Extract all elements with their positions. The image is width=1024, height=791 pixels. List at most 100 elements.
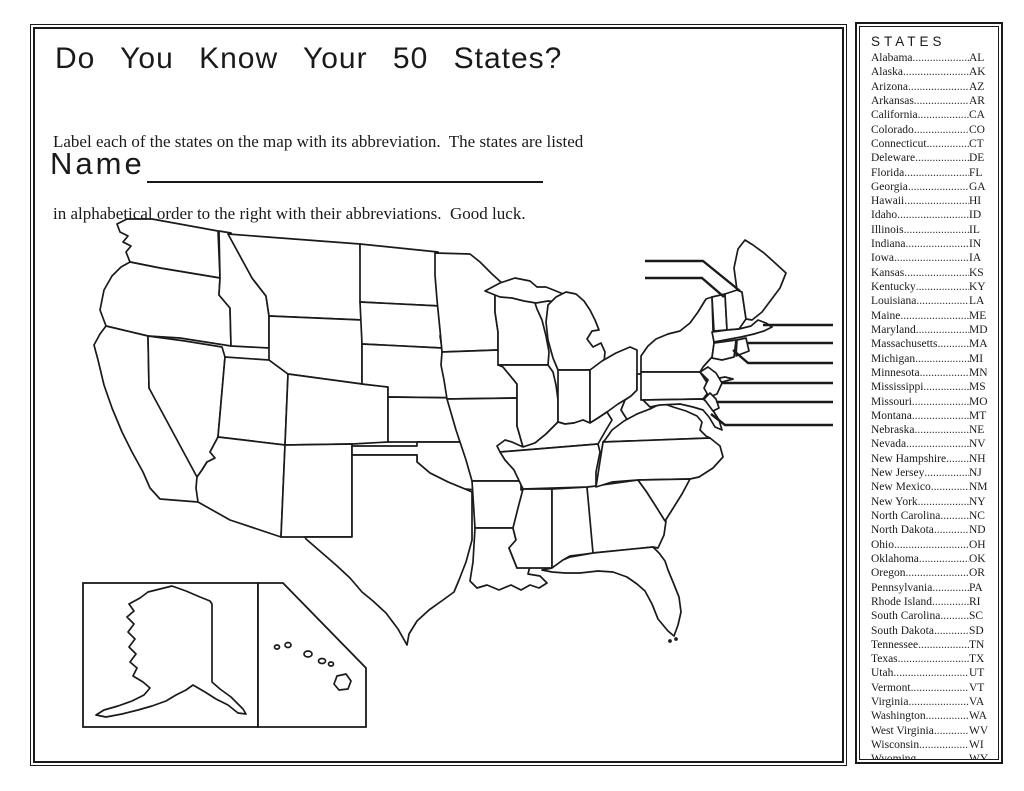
state-name: South Dakota bbox=[871, 624, 934, 637]
map-state-tx[interactable] bbox=[304, 454, 473, 646]
dotted-leader: ........................................ bbox=[893, 667, 969, 680]
state-abbreviation: KS bbox=[969, 266, 984, 279]
state-name: Georgia bbox=[871, 180, 908, 193]
map-state-nc[interactable] bbox=[595, 437, 724, 488]
inset-group bbox=[82, 582, 367, 728]
map-state-ri[interactable] bbox=[735, 337, 750, 357]
leader-line-vt[interactable] bbox=[645, 276, 725, 298]
map-state-va[interactable] bbox=[602, 402, 711, 443]
map-state-tn[interactable] bbox=[499, 443, 601, 490]
state-abbreviation: MA bbox=[969, 338, 988, 351]
state-name: Kansas bbox=[871, 266, 905, 279]
map-florida-key bbox=[668, 639, 672, 643]
state-row: North Dakota ...........................… bbox=[871, 524, 992, 538]
map-state-sd[interactable] bbox=[359, 301, 446, 349]
map-state-in[interactable] bbox=[557, 369, 591, 425]
map-state-nm[interactable] bbox=[280, 443, 353, 538]
map-state-ak[interactable] bbox=[95, 585, 247, 718]
state-row: Idaho ..................................… bbox=[871, 209, 992, 223]
dotted-leader: ........................................ bbox=[937, 338, 969, 351]
state-name: Texas bbox=[871, 653, 898, 666]
map-state-mi[interactable] bbox=[545, 291, 606, 371]
state-row: North Carolina .........................… bbox=[871, 510, 992, 524]
state-name: Wyoming bbox=[871, 753, 917, 760]
state-row: Massachusetts ..........................… bbox=[871, 338, 992, 352]
dotted-leader: ........................................ bbox=[933, 524, 969, 537]
name-label: Name bbox=[50, 146, 145, 181]
state-row: West Virginia ..........................… bbox=[871, 725, 992, 739]
map-state-az[interactable] bbox=[195, 436, 286, 538]
state-row: Missouri ...............................… bbox=[871, 396, 992, 410]
state-abbreviation: IA bbox=[969, 252, 982, 265]
state-name: California bbox=[871, 109, 918, 122]
state-name: Tennessee bbox=[871, 638, 919, 651]
map-state-sc[interactable] bbox=[637, 478, 691, 522]
dotted-leader: ........................................ bbox=[933, 624, 969, 637]
map-state-nd[interactable] bbox=[359, 243, 441, 307]
state-name: West Virginia bbox=[871, 724, 934, 737]
dotted-leader: ........................................ bbox=[905, 567, 970, 580]
name-input-line[interactable] bbox=[147, 181, 543, 183]
state-abbreviation: FL bbox=[969, 166, 983, 179]
map-state-hi[interactable] bbox=[273, 641, 352, 691]
dotted-leader: ........................................ bbox=[940, 510, 969, 522]
state-name: North Carolina bbox=[871, 510, 941, 522]
state-name: Utah bbox=[871, 667, 894, 680]
state-name: Idaho bbox=[871, 209, 898, 222]
state-row: Louisiana ..............................… bbox=[871, 295, 992, 309]
state-row: Kentucky ...............................… bbox=[871, 281, 992, 295]
state-row: South Dakota ...........................… bbox=[871, 625, 992, 639]
states-list-title: STATES bbox=[871, 34, 946, 49]
map-state-pa[interactable] bbox=[640, 371, 711, 401]
map-state-ut[interactable] bbox=[217, 356, 289, 446]
state-abbreviation: RI bbox=[969, 595, 981, 608]
state-row: Michigan ...............................… bbox=[871, 353, 992, 367]
map-state-mn[interactable] bbox=[434, 252, 504, 353]
dotted-leader: ........................................ bbox=[911, 395, 969, 408]
leader-line-nh[interactable] bbox=[645, 259, 741, 292]
map-state-ky[interactable] bbox=[496, 411, 613, 453]
dotted-leader: ........................................ bbox=[915, 281, 969, 293]
map-state-ny[interactable] bbox=[640, 296, 715, 373]
map-state-ct[interactable] bbox=[711, 339, 737, 361]
state-abbreviation: MN bbox=[969, 366, 988, 379]
leader-line-ct[interactable] bbox=[732, 349, 833, 365]
state-row: Florida ................................… bbox=[871, 167, 992, 181]
state-row: Maine ..................................… bbox=[871, 310, 992, 324]
map-state-fl[interactable] bbox=[541, 546, 682, 637]
dotted-leader: ........................................ bbox=[930, 481, 969, 494]
state-name: Deleware bbox=[871, 152, 916, 165]
states-group bbox=[93, 218, 787, 646]
dotted-leader: ........................................ bbox=[908, 696, 969, 709]
state-name: Nebraska bbox=[871, 424, 915, 437]
map-state-nj[interactable] bbox=[699, 366, 723, 398]
state-row: Colorado ...............................… bbox=[871, 124, 992, 138]
dotted-leader: ........................................ bbox=[916, 753, 969, 760]
instructions-line-2: in alphabetical order to the right with … bbox=[53, 204, 526, 223]
dotted-leader: ........................................ bbox=[932, 581, 969, 594]
map-state-de[interactable] bbox=[703, 392, 720, 412]
state-abbreviation: VT bbox=[969, 681, 985, 694]
dotted-leader: ........................................ bbox=[904, 266, 969, 279]
state-row: Wyoming ................................… bbox=[871, 753, 992, 760]
dotted-leader: ........................................ bbox=[919, 366, 969, 379]
leader-line-md[interactable] bbox=[710, 413, 833, 427]
state-row: New York ...............................… bbox=[871, 496, 992, 510]
state-abbreviation: CA bbox=[969, 109, 985, 122]
dotted-leader: ........................................ bbox=[918, 638, 969, 651]
dotted-leader: ........................................ bbox=[924, 467, 969, 480]
state-row: California .............................… bbox=[871, 109, 992, 123]
state-abbreviation: NM bbox=[969, 481, 988, 494]
instructions-line-1: Label each of the states on the map with… bbox=[53, 132, 584, 151]
state-abbreviation: CO bbox=[969, 123, 985, 136]
state-row: Iowa ...................................… bbox=[871, 252, 992, 266]
map-state-or[interactable] bbox=[99, 261, 232, 347]
state-abbreviation: SD bbox=[969, 624, 984, 637]
state-abbreviation: MO bbox=[969, 395, 988, 408]
state-name: Connecticut bbox=[871, 137, 927, 150]
dotted-leader: ........................................ bbox=[926, 137, 969, 150]
state-abbreviation: AZ bbox=[969, 80, 985, 93]
map-state-me[interactable] bbox=[733, 239, 787, 321]
state-abbreviation: SC bbox=[969, 610, 984, 623]
state-row: Kansas .................................… bbox=[871, 267, 992, 281]
